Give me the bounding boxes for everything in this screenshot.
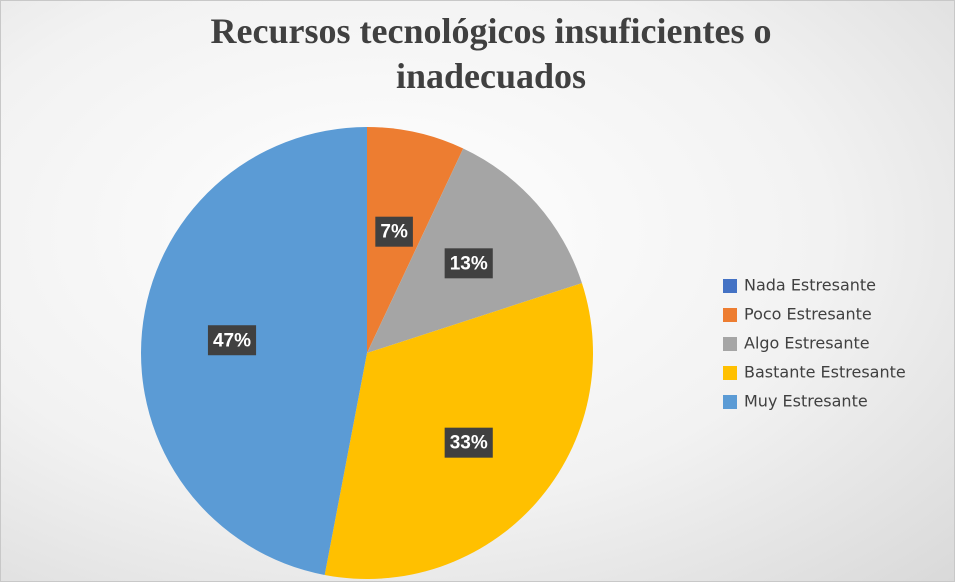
data-label: 33% [450, 433, 488, 454]
legend-swatch [723, 279, 737, 293]
legend-label: Muy Estresante [744, 392, 868, 411]
legend-swatch [723, 308, 737, 322]
legend-swatch [723, 337, 737, 351]
data-label: 7% [380, 222, 408, 243]
data-label: 47% [213, 330, 251, 351]
data-label-box [375, 216, 413, 247]
data-label-box [444, 427, 493, 458]
legend-label: Poco Estresante [744, 305, 872, 324]
legend-swatch [723, 395, 737, 409]
legend-label: Bastante Estresante [744, 363, 906, 382]
chart-title: Recursos tecnológicos insuficientes o in… [210, 11, 772, 96]
data-label-box [444, 248, 493, 279]
legend-label: Nada Estresante [744, 276, 876, 295]
data-label-box [207, 325, 257, 356]
data-label: 13% [450, 253, 488, 274]
pie-slice [367, 127, 464, 353]
legend-swatch [723, 366, 737, 380]
legend-label: Algo Estresante [744, 334, 870, 353]
